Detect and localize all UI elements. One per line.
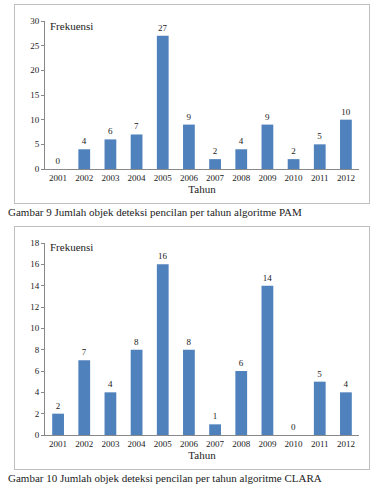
svg-text:0: 0: [291, 422, 296, 432]
svg-text:2: 2: [35, 409, 40, 419]
svg-text:0: 0: [35, 430, 40, 440]
svg-text:2003: 2003: [101, 173, 120, 183]
svg-text:0: 0: [56, 156, 61, 166]
svg-text:10: 10: [30, 115, 40, 125]
svg-text:2012: 2012: [337, 439, 355, 449]
svg-text:2005: 2005: [154, 439, 173, 449]
svg-text:8: 8: [35, 345, 40, 355]
svg-text:4: 4: [35, 387, 40, 397]
svg-text:14: 14: [30, 281, 40, 291]
svg-text:2011: 2011: [311, 173, 329, 183]
svg-text:14: 14: [263, 273, 273, 283]
svg-text:Tahun: Tahun: [188, 183, 216, 195]
svg-text:2010: 2010: [285, 173, 304, 183]
svg-text:2009: 2009: [258, 439, 277, 449]
svg-text:25: 25: [30, 41, 40, 51]
svg-text:2001: 2001: [49, 439, 67, 449]
svg-text:4: 4: [82, 136, 87, 146]
svg-text:0: 0: [35, 164, 40, 174]
svg-text:6: 6: [35, 366, 40, 376]
svg-text:6: 6: [239, 358, 244, 368]
svg-text:5: 5: [317, 369, 322, 379]
svg-text:18: 18: [30, 238, 40, 248]
svg-text:4: 4: [239, 136, 244, 146]
svg-text:5: 5: [317, 131, 322, 141]
svg-text:4: 4: [108, 379, 113, 389]
svg-text:Tahun: Tahun: [188, 449, 216, 461]
svg-text:10: 10: [341, 107, 351, 117]
svg-text:2007: 2007: [206, 439, 225, 449]
svg-text:7: 7: [134, 121, 139, 131]
svg-text:2002: 2002: [75, 173, 93, 183]
svg-text:10: 10: [30, 323, 40, 333]
html-text:Gambar 10 Jumlah objek deteksi: Gambar 10 Jumlah objek deteksi pencilan …: [8, 472, 322, 484]
svg-text:2010: 2010: [285, 439, 304, 449]
svg-text:2007: 2007: [206, 173, 225, 183]
svg-text:Frekuensi: Frekuensi: [50, 241, 93, 253]
svg-text:20: 20: [30, 65, 40, 75]
svg-text:2006: 2006: [180, 439, 199, 449]
svg-text:12: 12: [30, 302, 39, 312]
svg-text:7: 7: [82, 347, 87, 357]
svg-text:2008: 2008: [232, 439, 251, 449]
svg-text:2004: 2004: [128, 173, 147, 183]
svg-text:2: 2: [56, 401, 61, 411]
svg-text:9: 9: [186, 112, 191, 122]
svg-text:2006: 2006: [180, 173, 199, 183]
svg-text:2001: 2001: [49, 173, 67, 183]
svg-text:9: 9: [265, 112, 270, 122]
svg-text:2009: 2009: [258, 173, 277, 183]
svg-text:2008: 2008: [232, 173, 251, 183]
svg-text:2: 2: [213, 146, 218, 156]
svg-text:2002: 2002: [75, 439, 93, 449]
svg-text:30: 30: [30, 16, 40, 26]
svg-text:27: 27: [158, 23, 168, 33]
svg-text:4: 4: [343, 379, 348, 389]
svg-text:2: 2: [291, 146, 296, 156]
svg-text:16: 16: [158, 251, 168, 261]
svg-text:6: 6: [108, 126, 113, 136]
svg-text:16: 16: [30, 259, 40, 269]
svg-text:2005: 2005: [154, 173, 173, 183]
svg-text:8: 8: [186, 337, 191, 347]
svg-text:2012: 2012: [337, 173, 355, 183]
svg-text:5: 5: [35, 139, 40, 149]
svg-text:8: 8: [134, 337, 139, 347]
svg-text:2003: 2003: [101, 439, 120, 449]
svg-text:15: 15: [30, 90, 40, 100]
html-text:Gambar 9 Jumlah objek deteksi: Gambar 9 Jumlah objek deteksi pencilan p…: [8, 206, 302, 218]
svg-text:2004: 2004: [128, 439, 147, 449]
svg-text:1: 1: [213, 411, 218, 421]
svg-text:2011: 2011: [311, 439, 329, 449]
svg-text:Frekuensi: Frekuensi: [50, 20, 93, 32]
